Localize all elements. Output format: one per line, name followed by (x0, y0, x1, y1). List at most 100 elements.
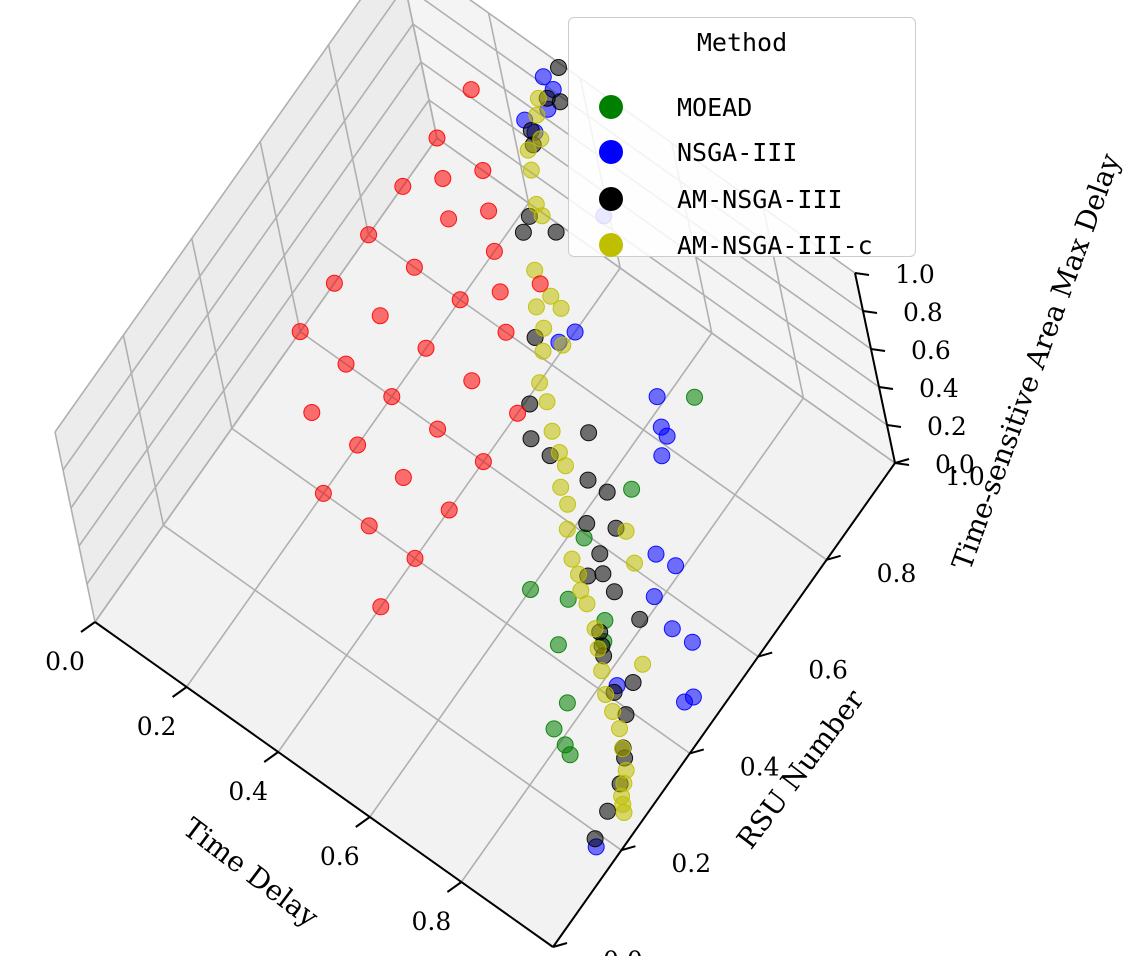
legend-marker-nsga3 (599, 140, 623, 164)
point-nsga-iii-16 (663, 620, 681, 638)
y-tick-2 (689, 748, 705, 755)
floor-grid-x-4 (460, 397, 805, 883)
point-series-4-2 (360, 226, 378, 244)
point-moead-6 (545, 720, 563, 738)
z-tick-label-5: 1.0 (895, 260, 935, 289)
z-tick-5 (854, 272, 870, 276)
point-am-nsga-iii-c-27 (597, 686, 615, 703)
point-am-nsga-iii-c-10 (535, 319, 553, 337)
x-axis-label: Time Delay (177, 811, 325, 934)
point-series-4-12 (451, 291, 469, 309)
side-grid-y-vertical-3 (259, 141, 301, 332)
y-tick-4 (826, 554, 841, 561)
floor-grid-y-3 (299, 330, 759, 658)
back-grid-x-vertical-1 (487, 12, 530, 204)
side-grid-y-vertical-2 (191, 238, 233, 429)
point-series-4-26 (406, 549, 424, 567)
point-moead-4 (559, 590, 577, 608)
y-tick-label-0: 0.0 (603, 946, 643, 956)
point-am-nsga-iii-c-19 (558, 520, 576, 538)
side-grid-y-vertical-4 (327, 44, 370, 235)
point-am-nsga-iii-6 (514, 223, 532, 241)
point-am-nsga-iii-c-40 (552, 299, 570, 317)
y-tick-0 (552, 942, 568, 948)
point-series-4-8 (371, 307, 389, 325)
point-series-4-24 (474, 453, 492, 471)
z-tick-2 (878, 386, 894, 390)
point-am-nsga-iii-c-8 (527, 298, 545, 316)
z-tick-label-0: 0.0 (935, 450, 975, 479)
point-am-nsga-iii-c-9 (542, 287, 560, 305)
point-am-nsga-iii-c-17 (552, 478, 570, 496)
side-grid-z-3 (70, 23, 414, 509)
z-tick-3 (870, 348, 886, 352)
y-tick-label-2: 0.4 (740, 752, 780, 781)
point-am-nsga-iii-0 (550, 59, 567, 76)
x-tick-label-1: 0.2 (137, 712, 177, 741)
side-grid-z-0 (94, 137, 438, 623)
point-am-nsga-iii-c-35 (615, 804, 633, 821)
side-grid-y-vertical-0 (54, 431, 96, 623)
point-series-4-14 (383, 388, 401, 406)
point-am-nsga-iii-c-29 (611, 720, 628, 738)
point-am-nsga-iii-c-18 (559, 495, 577, 513)
point-series-4-9 (337, 355, 355, 373)
point-am-nsga-iii-7 (547, 223, 565, 241)
point-nsga-iii-17 (676, 693, 693, 711)
y-axis-line (552, 462, 896, 948)
point-series-4-20 (429, 420, 447, 438)
point-am-nsga-iii-c-25 (589, 640, 607, 658)
floor-grid-y-5 (436, 137, 896, 464)
side-grid-z-4 (62, 0, 397, 471)
legend-entry-nsga3: NSGA-III (599, 132, 797, 172)
point-moead-11 (561, 746, 579, 764)
point-am-nsga-iii-c-14 (543, 422, 561, 440)
point-am-nsga-iii-22 (631, 610, 649, 628)
x-tick-label-2: 0.4 (228, 777, 268, 806)
x-axis-line (94, 621, 554, 948)
point-series-4-7 (405, 258, 423, 276)
x-tick-label-3: 0.6 (320, 842, 360, 871)
legend-label-nsga3: NSGA-III (677, 137, 798, 167)
point-series-4-15 (349, 436, 367, 454)
point-am-nsga-iii-c-13 (538, 393, 556, 411)
point-moead-1 (623, 480, 641, 498)
x-tick-2 (263, 751, 279, 763)
point-am-nsga-iii-c-6 (533, 207, 551, 225)
point-am-nsga-iii-18 (605, 583, 623, 601)
point-nsga-iii-13 (683, 633, 701, 651)
floor-grid-x-3 (369, 332, 713, 818)
side-grid-z-1 (86, 99, 430, 585)
z-axis-label: Time-sensitive Area Max Delay (945, 149, 1127, 574)
legend: Method MOEAD NSGA-III AM-NSGA-III AM-NSG… (568, 17, 916, 260)
point-am-nsga-iii-10 (522, 430, 540, 448)
y-tick-label-1: 0.2 (671, 849, 711, 878)
point-am-nsga-iii-c-4 (522, 161, 540, 179)
legend-label-moead: MOEAD (677, 92, 753, 122)
point-am-nsga-iii-c-30 (614, 740, 632, 757)
x-tick-4 (446, 881, 462, 893)
z-tick-label-3: 0.6 (911, 336, 951, 365)
legend-entry-am-nsga3: AM-NSGA-III (599, 179, 843, 219)
point-moead-3 (575, 529, 593, 547)
x-tick-0 (80, 621, 96, 633)
point-am-nsga-iii-c-23 (578, 595, 596, 613)
point-series-4-29 (434, 170, 452, 187)
legend-label-am-nsga3: AM-NSGA-III (677, 184, 843, 214)
legend-marker-am-nsga3 (599, 187, 623, 211)
point-series-4-3 (325, 274, 343, 292)
side-grid-y-vertical-5 (407, 0, 438, 139)
point-series-4-19 (463, 372, 481, 390)
side-grid-z-2 (78, 61, 422, 547)
legend-title: Method (696, 28, 788, 57)
point-series-4-23 (509, 404, 527, 422)
x-tick-label-0: 0.0 (45, 647, 85, 676)
x-tick-3 (355, 816, 371, 828)
point-series-4-22 (360, 517, 378, 535)
point-moead-2 (558, 694, 576, 712)
point-nsga-iii-8 (648, 388, 666, 406)
x-tick-label-4: 0.8 (412, 907, 452, 936)
z-tick-label-4: 0.8 (903, 298, 943, 327)
point-moead-0 (686, 388, 703, 406)
